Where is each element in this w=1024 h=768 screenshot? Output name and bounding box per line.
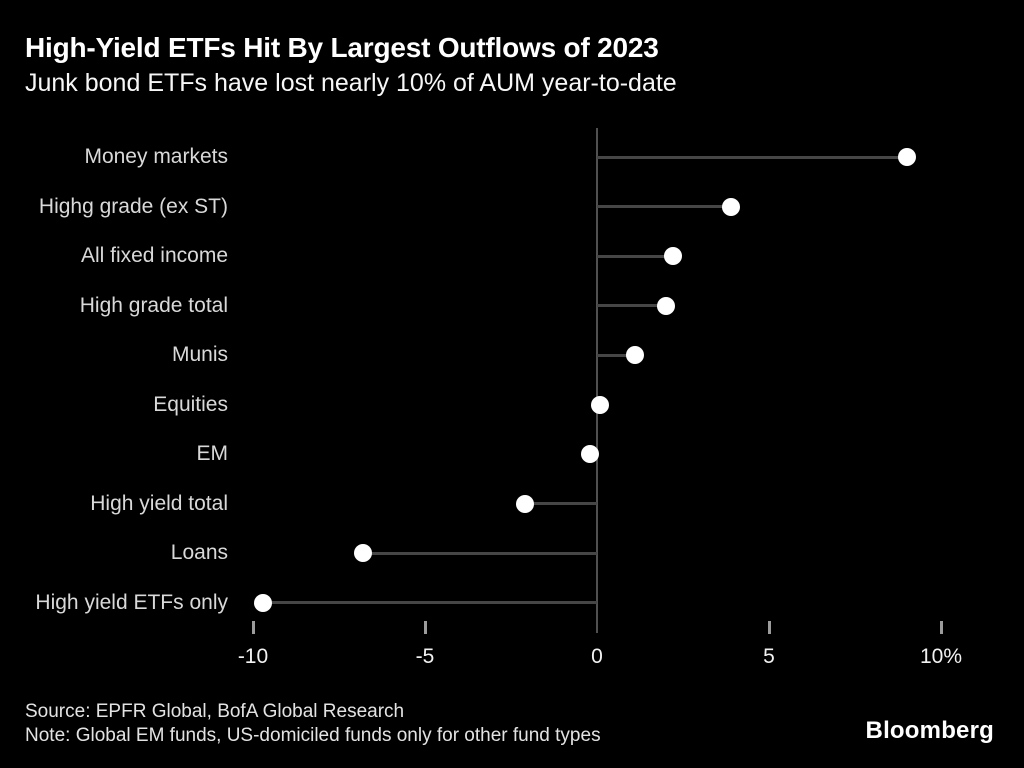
lollipop-stem: [597, 205, 732, 208]
category-label: All fixed income: [80, 244, 228, 267]
axis-zero-line: [596, 128, 598, 633]
lollipop-dot: [722, 197, 741, 216]
bloomberg-logo: Bloomberg: [865, 717, 994, 744]
category-label: Money markets: [84, 145, 228, 168]
lollipop-stem: [363, 551, 597, 555]
category-label: EM: [196, 442, 229, 465]
axis-tick: [939, 621, 943, 634]
chart-title: High-Yield ETFs Hit By Largest Outflows …: [25, 32, 659, 63]
lollipop-dot: [591, 395, 610, 414]
lollipop-dot: [354, 544, 373, 562]
axis-tick-label: 5: [763, 645, 775, 668]
lollipop-dot: [663, 247, 682, 265]
lollipop-stem: [597, 304, 666, 307]
lollipop-stem: [263, 601, 597, 604]
category-label: Equities: [153, 392, 228, 416]
lollipop-dot: [897, 148, 916, 166]
lollipop-stem: [597, 353, 635, 357]
category-label: Loans: [170, 541, 228, 564]
axis-tick-label: -5: [415, 645, 435, 668]
lollipop-stem: [524, 502, 597, 505]
axis-tick-label: -10: [237, 645, 269, 668]
source-text: Source: EPFR Global, BofA Global Researc…: [25, 701, 405, 722]
lollipop-dot: [625, 346, 644, 364]
chart-subtitle: Junk bond ETFs have lost nearly 10% of A…: [25, 69, 677, 97]
lollipop-dot: [254, 593, 273, 612]
lollipop-dot: [515, 494, 534, 513]
lollipop-stem: [597, 155, 907, 159]
category-label: High yield total: [90, 491, 228, 515]
axis-tick-label: 10%: [919, 645, 963, 668]
axis-tick: [423, 621, 427, 634]
axis-tick: [251, 621, 255, 634]
note-text: Note: Global EM funds, US-domiciled fund…: [25, 725, 601, 746]
axis-tick-label: 0: [591, 645, 603, 668]
category-label: Highg grade (ex ST): [38, 194, 228, 218]
category-label: High yield ETFs only: [35, 590, 228, 614]
lollipop-dot: [581, 445, 600, 463]
lollipop-stem: [597, 254, 673, 258]
axis-tick: [767, 621, 771, 634]
category-label: High grade total: [79, 293, 228, 317]
lollipop-dot: [656, 296, 675, 315]
category-label: Munis: [171, 343, 228, 366]
